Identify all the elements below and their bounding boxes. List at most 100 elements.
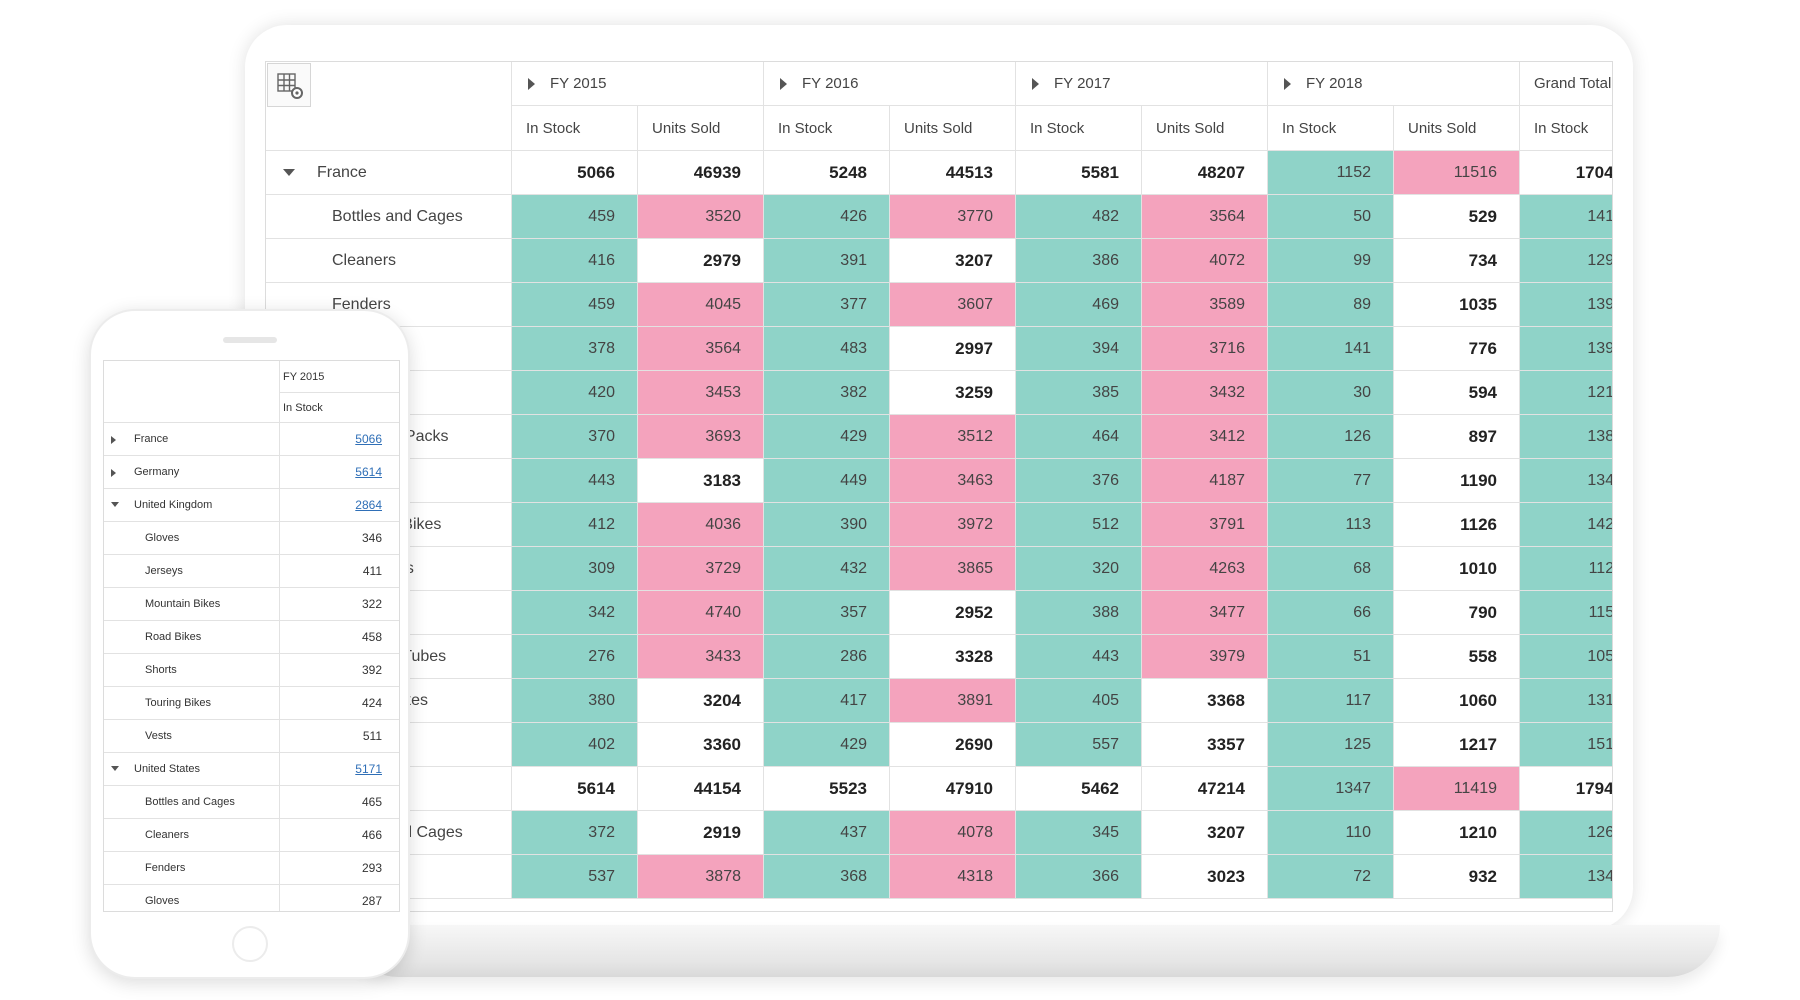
value-cell: 3360 [638,723,764,767]
value-cell: 2690 [890,723,1016,767]
value-cell: 5462 [1016,767,1142,811]
value-cell: 4187 [1142,459,1268,503]
expand-arrow[interactable] [1032,78,1039,90]
column-header: Grand Total [1520,62,1612,106]
value-text: 511 [362,729,382,743]
row-member: Bottles and Cages [104,786,280,819]
column-header-label: Grand Total [1534,75,1612,92]
value-cell: 378 [512,327,638,371]
expand-arrow[interactable] [283,169,295,176]
row-member: Jerseys [104,555,280,588]
value-cell: 3607 [890,283,1016,327]
row-label: Germany [134,466,180,478]
expand-arrow[interactable] [1284,78,1291,90]
value-cell: 126 [1268,415,1394,459]
value-cell: 2864 [280,489,399,522]
expand-arrow[interactable] [528,78,535,90]
value-cell: 322 [280,588,399,621]
value-cell: 405 [1016,679,1142,723]
value-cell: 89 [1268,283,1394,327]
value-cell: 394 [1016,327,1142,371]
value-cell: 3729 [638,547,764,591]
value-cell: 3520 [638,195,764,239]
row-label: Jerseys [145,565,183,577]
value-cell: 5066 [280,423,399,456]
value-cell: 48207 [1142,151,1268,195]
value-cell: 416 [512,239,638,283]
value-cell: 1345 [1520,459,1612,503]
row-label: United Kingdom [134,499,213,511]
value-text: 465 [361,795,382,809]
value-cell: 1513 [1520,723,1612,767]
value-cell: 5066 [512,151,638,195]
value-cell: 459 [512,283,638,327]
value-cell: 4263 [1142,547,1268,591]
row-header: United States [104,753,280,786]
value-cell: 1292 [1520,239,1612,283]
expand-arrow[interactable] [111,766,119,771]
value-cell: 537 [512,855,638,899]
value-cell: 3979 [1142,635,1268,679]
measure-header: Units Sold [1142,106,1268,151]
value-cell: 4740 [638,591,764,635]
value-cell: 1264 [1520,811,1612,855]
pivot-table: FY 2015 FY 2016 FY 2017 FY 2018 Grand Total I… [265,61,1613,912]
value-cell: 77 [1268,459,1394,503]
value-cell: 512 [1016,503,1142,547]
value-cell: 1343 [1520,855,1612,899]
value-cell: 412 [512,503,638,547]
value-cell: 1217 [1394,723,1520,767]
value-link[interactable]: 5171 [355,762,382,776]
value-text: 458 [361,630,382,644]
value-cell: 346 [280,522,399,555]
field-list-icon[interactable] [267,63,311,107]
value-cell: 932 [1394,855,1520,899]
value-cell: 459 [512,195,638,239]
column-header-label: FY 2015 [550,75,607,92]
mobile-pivot-table: FY 2015 In Stock France 5066 Germany 5614 Unit… [103,360,400,912]
row-label: Shorts [145,664,177,676]
value-link[interactable]: 5614 [355,465,382,479]
value-cell: 1217 [1520,371,1612,415]
value-link[interactable]: 5066 [355,432,382,446]
value-link[interactable]: 2864 [355,498,382,512]
value-cell: 366 [1016,855,1142,899]
column-header-label: FY 2017 [1054,75,1111,92]
row-header: United Kingdom [104,489,280,522]
value-cell: 4078 [890,811,1016,855]
value-cell: 1056 [1520,635,1612,679]
value-cell: 287 [280,885,399,911]
measure-header: In Stock [1016,106,1142,151]
expand-arrow[interactable] [111,436,116,444]
row-member: Mountain Bikes [104,588,280,621]
phone-home-button[interactable] [232,926,268,962]
value-cell: 372 [512,811,638,855]
value-cell: 790 [1394,591,1520,635]
value-cell: 897 [1394,415,1520,459]
value-cell: 432 [764,547,890,591]
value-cell: 557 [1016,723,1142,767]
value-cell: 5581 [1016,151,1142,195]
value-cell: 558 [1394,635,1520,679]
value-cell: 113 [1268,503,1394,547]
column-header-label: FY 2016 [802,75,859,92]
value-cell: 3716 [1142,327,1268,371]
value-cell: 511 [280,720,399,753]
value-cell: 3463 [890,459,1016,503]
value-cell: 357 [764,591,890,635]
column-header: FY 2018 [1268,62,1520,106]
value-cell: 424 [280,687,399,720]
value-cell: 420 [512,371,638,415]
expand-arrow[interactable] [111,502,119,507]
value-cell: 3433 [638,635,764,679]
row-label: Touring Bikes [145,697,212,709]
expand-arrow[interactable] [111,469,116,477]
value-cell: 385 [1016,371,1142,415]
measure-header: In Stock [764,106,890,151]
expand-arrow[interactable] [780,78,787,90]
value-cell: 2997 [890,327,1016,371]
value-cell: 44513 [890,151,1016,195]
row-member: Cleaners [266,239,512,283]
